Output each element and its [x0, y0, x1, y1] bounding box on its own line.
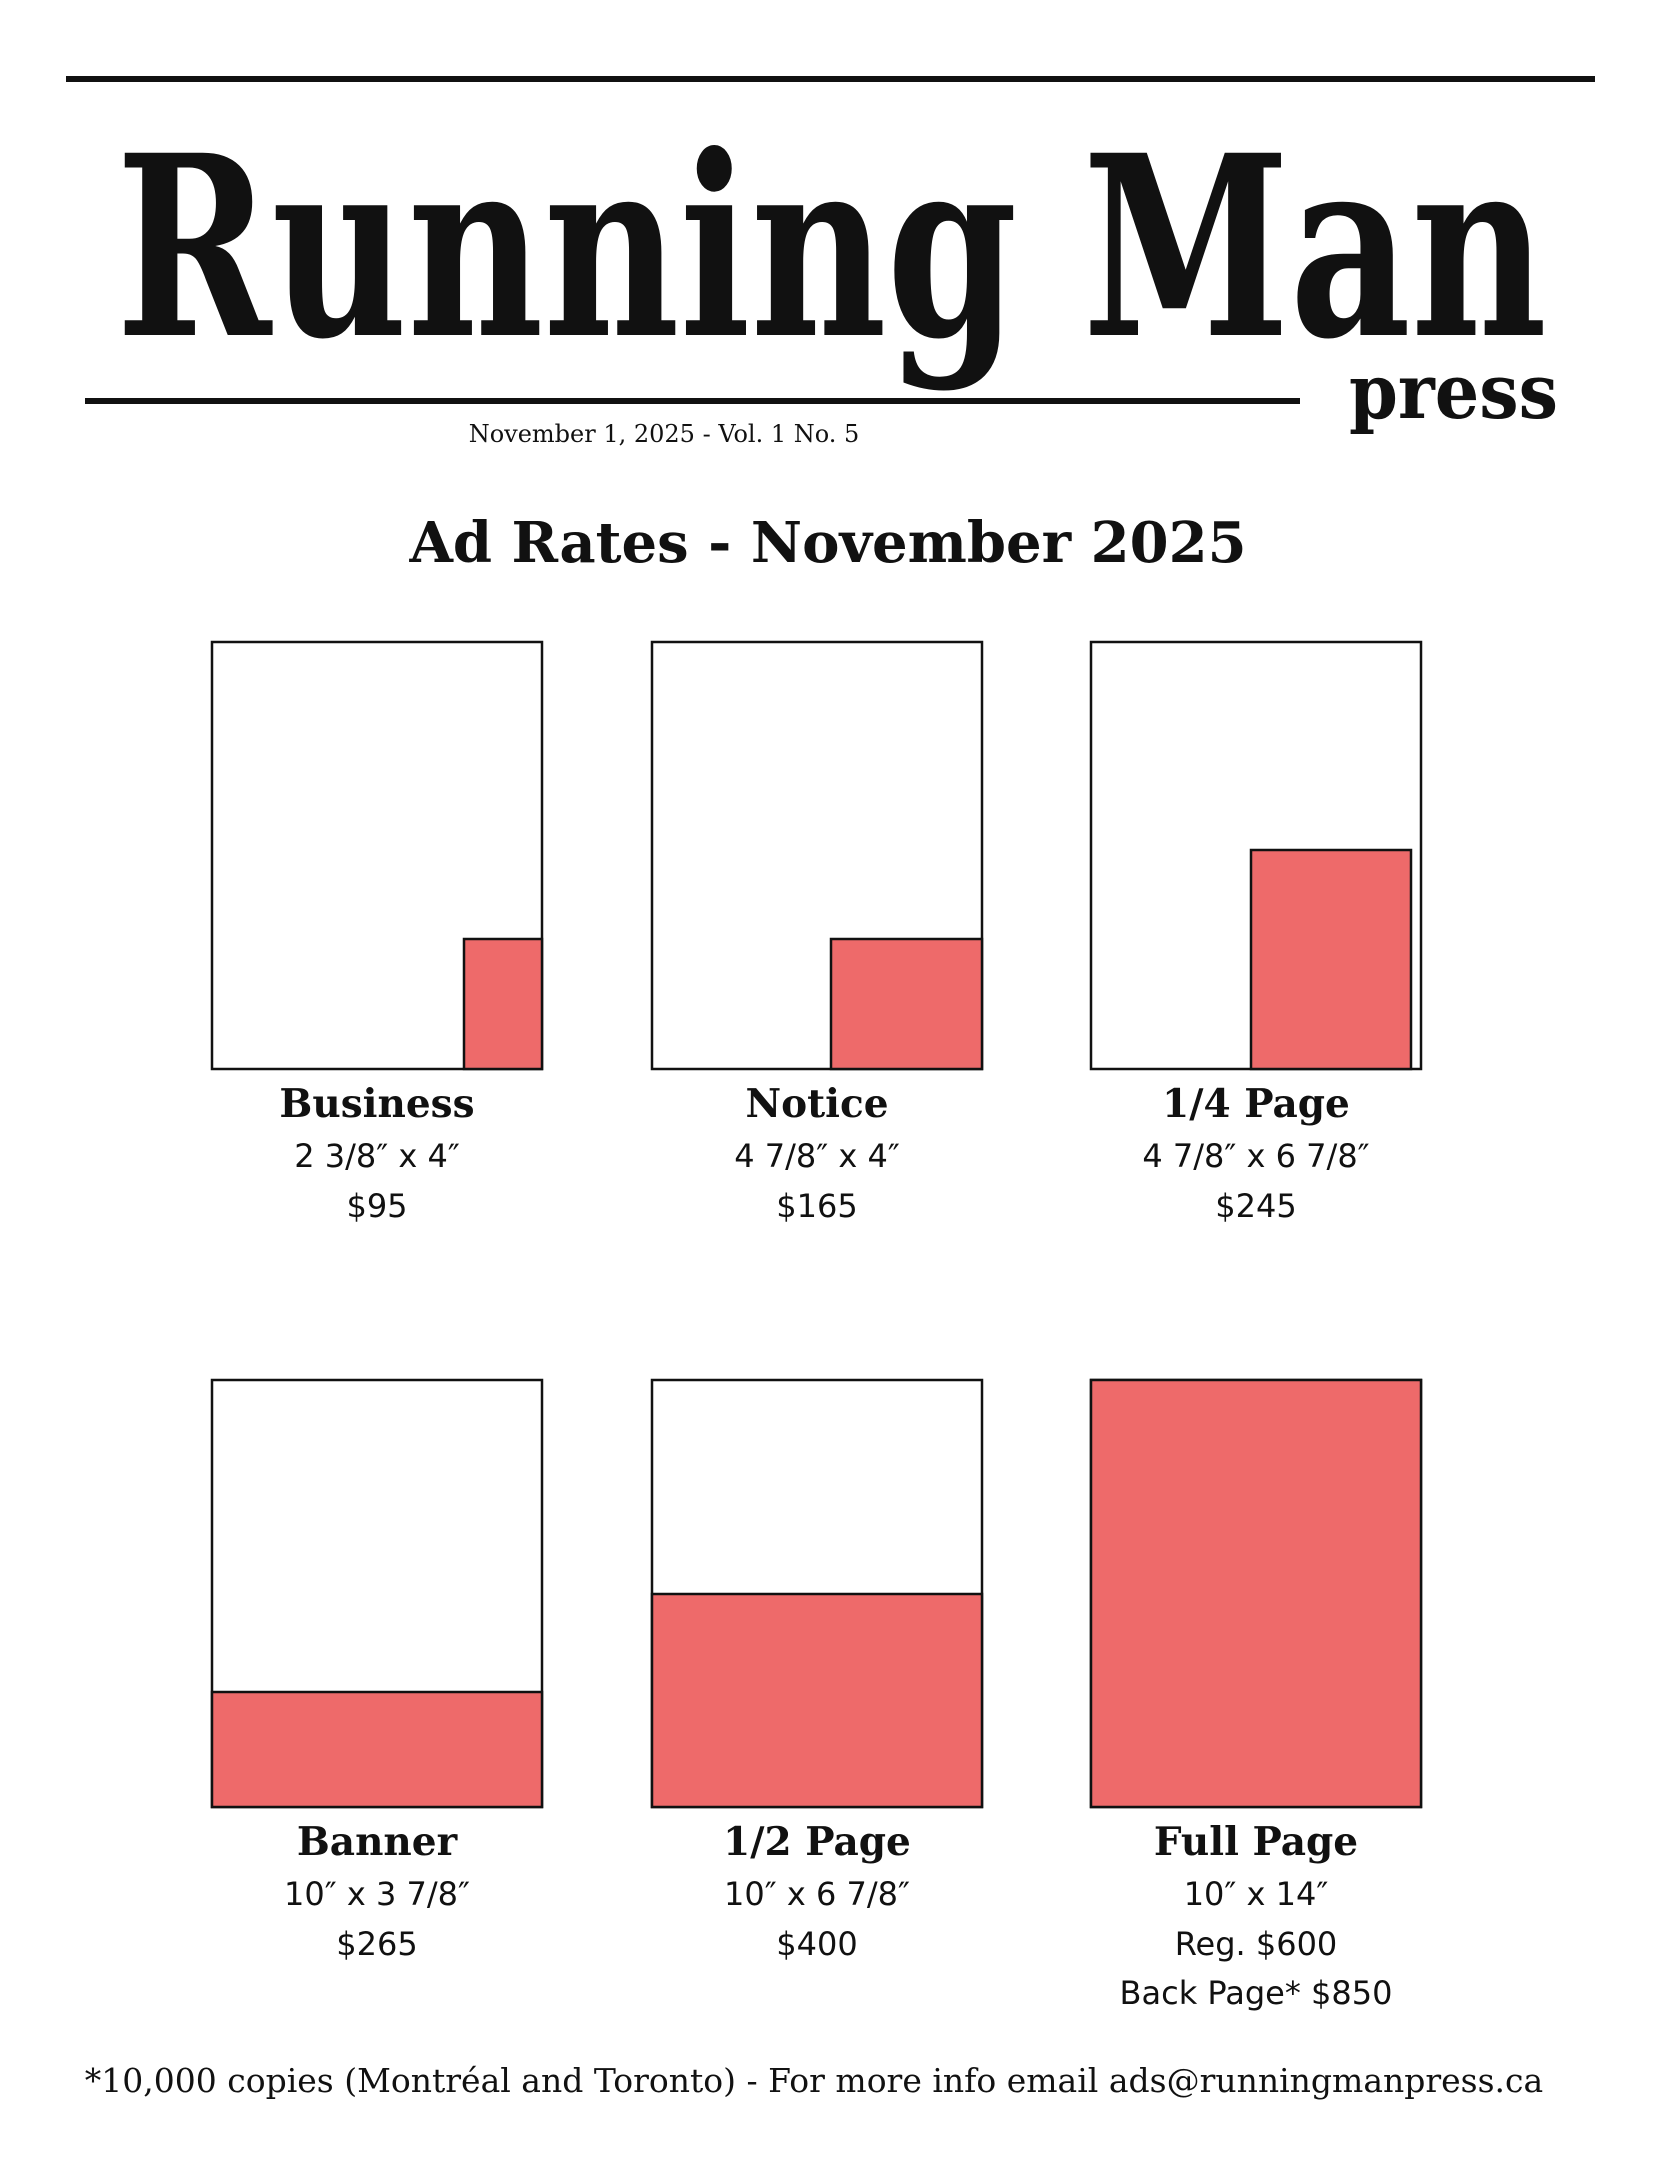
- ad-area: [462, 937, 544, 1071]
- ad-name: 1/2 Page: [723, 1819, 911, 1865]
- ad-area: [1249, 848, 1413, 1071]
- ad-size: 10″ x 3 7/8″: [284, 1875, 470, 1913]
- ad-size: 2 3/8″ x 4″: [294, 1137, 460, 1175]
- ad-area: [650, 1592, 984, 1809]
- ad-name: 1/4 Page: [1162, 1081, 1350, 1127]
- ad-area: [1089, 1378, 1423, 1809]
- ad-name: Business: [279, 1081, 474, 1127]
- ad-size: 4 7/8″ x 6 7/8″: [1142, 1137, 1369, 1175]
- ad-price: $265: [336, 1925, 417, 1963]
- ad-price: $165: [776, 1187, 857, 1225]
- issue-line: November 1, 2025 - Vol. 1 No. 5: [469, 420, 860, 448]
- ad-name: Notice: [745, 1081, 888, 1127]
- ad-price: $95: [346, 1187, 407, 1225]
- ad-size: 10″ x 14″: [1184, 1875, 1329, 1913]
- ad-size: 4 7/8″ x 4″: [734, 1137, 900, 1175]
- footer: *10,000 copies (Montréal and Toronto) - …: [85, 2061, 1543, 2100]
- ad-price: Back Page* $850: [1120, 1974, 1393, 2012]
- ad-name: Banner: [297, 1819, 458, 1865]
- ad-price: $400: [776, 1925, 857, 1963]
- ad-name: Full Page: [1154, 1819, 1358, 1865]
- ad-price: Reg. $600: [1175, 1925, 1338, 1963]
- ad-area: [210, 1690, 544, 1809]
- masthead-subtitle: press: [1349, 347, 1558, 436]
- heading: Ad Rates - November 2025: [408, 510, 1246, 576]
- ad-size: 10″ x 6 7/8″: [724, 1875, 910, 1913]
- ad-area: [829, 937, 984, 1071]
- masthead-title: Running Man: [116, 100, 1547, 394]
- ad-price: $245: [1215, 1187, 1296, 1225]
